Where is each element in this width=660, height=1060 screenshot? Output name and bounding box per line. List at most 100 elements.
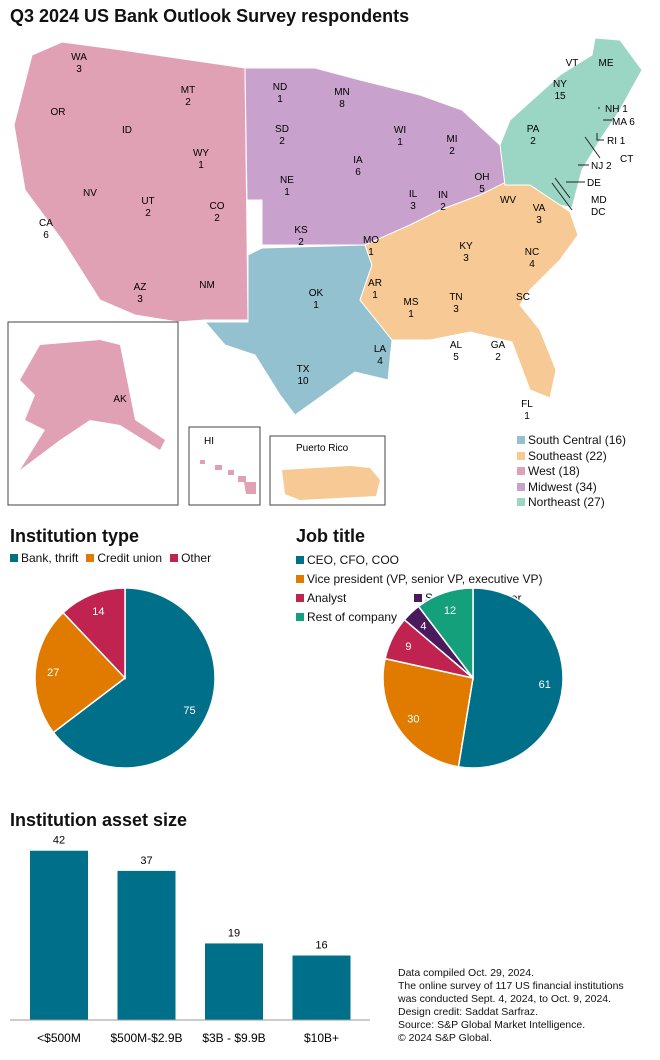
- state-count: 3: [453, 304, 459, 315]
- state-label-ri: RI 1: [607, 136, 626, 147]
- bar: [205, 943, 263, 1020]
- legend-item: Vice president (VP, senior VP, executive…: [296, 570, 542, 589]
- legend-swatch: [414, 594, 422, 602]
- map-legend: South Central (16) Southeast (22) West (18…: [517, 433, 626, 511]
- state-label-fl: FL: [521, 399, 533, 410]
- state-count: 1: [368, 247, 374, 258]
- state-label-mn: MN: [334, 87, 350, 98]
- map-legend-item: Southeast (22): [517, 449, 626, 465]
- pie-data-label: 4: [420, 621, 426, 633]
- state-count: 3: [463, 253, 469, 264]
- footnotes: Data compiled Oct. 29, 2024. The online s…: [398, 967, 624, 1045]
- state-count: 1: [524, 411, 530, 422]
- state-label-vt: VT: [566, 58, 579, 69]
- state-count: 3: [76, 64, 82, 75]
- region-northeast: [499, 37, 643, 209]
- state-label-al: AL: [450, 340, 463, 351]
- legend-swatch: [170, 554, 179, 562]
- state-label-mo: MO: [363, 235, 379, 246]
- state-count: 6: [43, 230, 49, 241]
- state-count: 1: [372, 290, 378, 301]
- footnote-line: Design credit: Saddat Sarfraz.: [398, 1006, 539, 1018]
- puerto-rico-inset: [269, 435, 386, 506]
- legend-swatch: [296, 613, 304, 621]
- state-count: 4: [377, 356, 383, 367]
- state-count: 2: [298, 237, 304, 248]
- state-count: 3: [137, 294, 143, 305]
- state-count: 2: [185, 97, 191, 108]
- state-count: 2: [145, 208, 151, 219]
- state-label-sc: SC: [516, 292, 530, 303]
- state-count: 3: [536, 215, 542, 226]
- pie-data-label: 12: [444, 605, 456, 617]
- state-count: 1: [313, 300, 319, 311]
- state-count: 5: [453, 352, 459, 363]
- state-label-ky: KY: [459, 241, 473, 252]
- state-label-ct: CT: [620, 154, 633, 165]
- state-count: 8: [339, 99, 345, 110]
- state-label-nd: ND: [273, 82, 287, 93]
- pie-charts: 75 27 14 61 30 94 12: [34, 587, 564, 769]
- bar-category-label: <$500M: [37, 1031, 81, 1045]
- state-count: 5: [479, 184, 485, 195]
- state-label-nv: NV: [83, 188, 97, 199]
- legend-swatch: [517, 436, 525, 444]
- state-count: 2: [449, 146, 455, 157]
- state-count: 2: [214, 213, 220, 224]
- puerto-rico-label: Puerto Rico: [296, 443, 349, 454]
- legend-swatch: [296, 594, 304, 602]
- state-label-wv: WV: [500, 195, 516, 206]
- pie-data-label: 14: [92, 606, 104, 618]
- state-label-ar: AR: [368, 278, 382, 289]
- state-label-nm: NM: [199, 280, 215, 291]
- state-label-nj: NJ 2: [591, 161, 612, 172]
- job-title-title: Job title: [296, 526, 366, 546]
- state-label-ok: OK: [309, 288, 324, 299]
- pie-data-label: 9: [405, 641, 411, 653]
- state-count: 3: [410, 201, 416, 212]
- state-label-or: OR: [51, 107, 66, 118]
- us-map: WA3ORIDMT2WY1NVCA6UT2CO2AZ3NMND1SD2NE1KS…: [7, 37, 643, 506]
- state-label-sd: SD: [275, 124, 289, 135]
- footnote-line: © 2024 S&P Global.: [398, 1032, 492, 1044]
- state-label-ma: MA 6: [612, 117, 635, 128]
- state-count: 1: [397, 137, 403, 148]
- state-count: 1: [277, 94, 283, 105]
- bar-data-label: 16: [315, 940, 327, 952]
- legend-item: Rest of company: [296, 608, 397, 627]
- footnote-line: The online survey of 117 US financial in…: [398, 980, 624, 992]
- state-label-ks: KS: [294, 225, 308, 236]
- pie-data-label: 27: [47, 667, 59, 679]
- pie-slice: [52, 587, 216, 769]
- pie-slice: [417, 587, 474, 681]
- state-count: 10: [297, 376, 309, 387]
- legend-item: Credit union: [86, 551, 162, 565]
- pie-data-label: 61: [539, 679, 551, 691]
- state-label-ne: NE: [280, 175, 294, 186]
- alaska-inset: [7, 321, 179, 506]
- pie-slice: [62, 587, 126, 680]
- state-label-tn: TN: [449, 292, 462, 303]
- legend-swatch: [517, 482, 525, 491]
- legend-item: CEO, CFO, COO: [296, 551, 456, 570]
- map-legend-item: West (18): [517, 464, 626, 480]
- asset-size-title: Institution asset size: [10, 810, 188, 830]
- state-count: 2: [440, 202, 446, 213]
- state-count: 1: [198, 160, 204, 171]
- bar: [30, 850, 88, 1020]
- bar-data-label: 19: [228, 927, 240, 939]
- legend-swatch: [517, 451, 525, 460]
- footnote-line: was conducted Sept. 4, 2024, to Oct. 9, …: [398, 993, 612, 1005]
- state-label-la: LA: [374, 344, 387, 355]
- state-label-wi: WI: [394, 125, 406, 136]
- map-legend-item: Northeast (27): [517, 495, 626, 511]
- pie-slice: [382, 657, 474, 768]
- state-label-az: AZ: [134, 282, 147, 293]
- map-legend-item: Midwest (34): [517, 480, 626, 496]
- state-label-nh: NH 1: [605, 104, 628, 115]
- legend-item: Bank, thrift: [10, 551, 78, 565]
- asset-size-bar-chart: 42 <$500M 37 $500M-$2.9B 19 $3B - $9.9B 16 $10B…: [10, 835, 370, 1045]
- legend-item: Other: [170, 551, 211, 565]
- state-label-ms: MS: [404, 297, 419, 308]
- map-legend-item: South Central (16): [517, 433, 626, 449]
